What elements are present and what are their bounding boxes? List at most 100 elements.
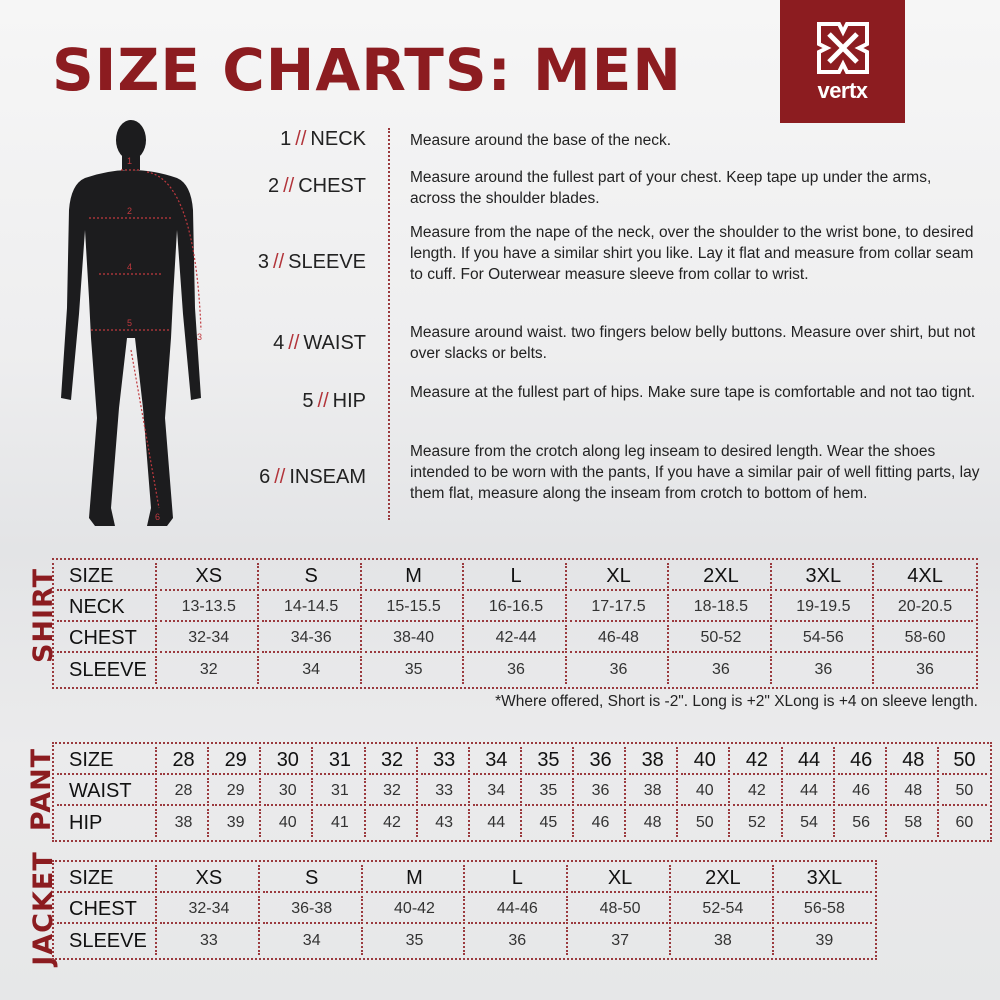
table-row: WAIST 28 29 30 31 32 33 34 35 36 38 40 42 44 46 48 50	[57, 778, 987, 806]
table-cell: 28	[160, 747, 210, 775]
table-cell: 36	[467, 656, 567, 684]
table-row: SIZE XS S M L XL 2XL 3XL 4XL	[57, 563, 973, 591]
table-cell: 38-40	[364, 625, 465, 653]
vertx-logo: vertx	[780, 0, 905, 123]
table-cell: 31	[316, 747, 366, 775]
table-cell: 54-56	[774, 625, 875, 653]
row-header: NECK	[57, 594, 157, 622]
figure-marker-1: 1	[127, 156, 132, 166]
table-cell: 3XL	[774, 563, 875, 591]
measurement-number: 2	[267, 175, 280, 197]
measurement-description-chest: Measure around the fullest part of your …	[410, 169, 932, 207]
table-cell: 42	[733, 747, 783, 775]
table-cell: 39	[815, 932, 834, 949]
table-cell: 36	[775, 656, 875, 684]
row-header: HIP	[57, 809, 157, 837]
table-cell: 16-16.5	[467, 594, 567, 622]
table-cell: 38	[674, 927, 774, 955]
table-cell: L	[468, 865, 569, 893]
measurement-name: NECK	[310, 128, 366, 150]
table-cell: 36	[577, 778, 627, 806]
table-cell: S	[262, 865, 363, 893]
measurement-number: 6	[259, 466, 271, 488]
table-cell: 40-42	[365, 896, 466, 924]
table-cell: 52-54	[673, 896, 774, 924]
table-cell: 38	[629, 778, 679, 806]
measurement-number: 5	[302, 390, 314, 412]
table-row: CHEST 32-34 34-36 38-40 42-44 46-48 50-52 54-56…	[57, 625, 973, 653]
table-cell: 50-52	[672, 625, 772, 653]
table-cell: 36	[570, 656, 670, 684]
measurement-description-hip: Measure at the fullest part of hips. Mak…	[410, 384, 976, 401]
table-cell: 35	[524, 778, 574, 806]
table-cell: 34	[472, 778, 522, 806]
table-cell: 42-44	[467, 625, 567, 653]
measurement-name: CHEST	[298, 175, 366, 197]
separator: //	[283, 175, 295, 197]
table-cell: 48-50	[571, 896, 671, 924]
table-cell: 36-38	[262, 896, 363, 924]
table-cell: S	[262, 563, 362, 591]
shirt-size-table: SIZE XS S M L XL 2XL 3XL 4XL NECK 13-13.5 14-14.5 15…	[52, 558, 978, 689]
measurement-label-waist: 4//WAIST	[273, 332, 366, 355]
table-cell: 48	[629, 809, 679, 837]
table-row: NECK 13-13.5 14-14.5 15-15.5 16-16.5 17-17.5 1…	[57, 594, 973, 622]
table-row: SLEEVE 33 34 35 36 37 38 39	[57, 927, 872, 955]
table-cell: 40	[264, 809, 314, 837]
table-cell: 45	[525, 809, 574, 837]
table-cell: 58-60	[877, 625, 973, 653]
table-cell: 35	[365, 656, 465, 684]
measurement-description-waist: Measure around waist. two fingers below …	[410, 324, 976, 362]
table-cell: 35	[524, 747, 574, 775]
table-cell: 38	[160, 809, 210, 837]
logo-wordmark: vertx	[817, 77, 868, 103]
table-cell: M	[365, 865, 466, 893]
vertx-x-icon	[816, 21, 869, 74]
separator: //	[317, 390, 329, 412]
table-cell: 32-34	[160, 896, 260, 924]
table-cell: 4XL	[877, 563, 973, 591]
jacket-size-table: SIZE XS S M L XL 2XL 3XL CHEST 32-34 36-38 40-42 44-…	[52, 860, 877, 960]
table-cell: 34	[472, 747, 522, 775]
measurement-label-sleeve: 3//SLEEVE	[258, 251, 366, 274]
sleeve-length-note: *Where offered, Short is -2". Long is +2…	[495, 693, 978, 710]
measurement-number: 3	[257, 251, 270, 273]
table-cell: 44	[473, 809, 522, 837]
table-cell: 29	[212, 747, 262, 775]
table-cell: 17-17.5	[569, 594, 670, 622]
table-cell: 32	[368, 747, 418, 775]
table-cell: 44-46	[468, 896, 569, 924]
measurement-number: 4	[273, 332, 285, 354]
table-cell: 34	[263, 927, 363, 955]
body-silhouette: 1 2 3 4 5 6	[61, 120, 202, 526]
figure-marker-6: 6	[155, 512, 160, 522]
table-cell: 18-18.5	[672, 594, 772, 622]
measurement-number: 1	[280, 128, 292, 150]
table-cell: 33	[420, 747, 470, 775]
table-cell: 46	[577, 809, 627, 837]
page-title: SIZE CHARTS: MEN	[52, 36, 682, 104]
table-cell: 46	[837, 778, 887, 806]
table-cell: 42	[369, 809, 418, 837]
measurement-label-hip: 5//HIP	[302, 390, 366, 413]
row-header: CHEST	[57, 896, 157, 924]
table-cell: 41	[316, 809, 366, 837]
measurement-name: HIP	[332, 390, 366, 412]
table-row: SIZE 28 29 30 31 32 33 34 35 36 38 40 42 44 46 48 50	[57, 747, 987, 775]
table-cell: 2XL	[672, 563, 772, 591]
table-cell: 39	[212, 809, 262, 837]
table-cell: 54	[786, 809, 835, 837]
figure-marker-3: 3	[197, 332, 202, 342]
table-cell: 48	[889, 778, 939, 806]
table-cell: 44	[785, 747, 835, 775]
table-cell: 32-34	[160, 625, 260, 653]
table-cell: 37	[571, 927, 671, 955]
table-cell: 50	[941, 747, 987, 775]
measurement-label-neck: 1//NECK	[280, 128, 366, 151]
table-cell: 56	[838, 809, 887, 837]
table-cell: 43	[421, 809, 470, 837]
row-header: SIZE	[57, 865, 157, 893]
table-cell: 13-13.5	[160, 594, 260, 622]
pant-size-table: SIZE 28 29 30 31 32 33 34 35 36 38 40 42 44 46 48 50 WAIS…	[52, 742, 992, 842]
table-cell: 58	[890, 809, 939, 837]
